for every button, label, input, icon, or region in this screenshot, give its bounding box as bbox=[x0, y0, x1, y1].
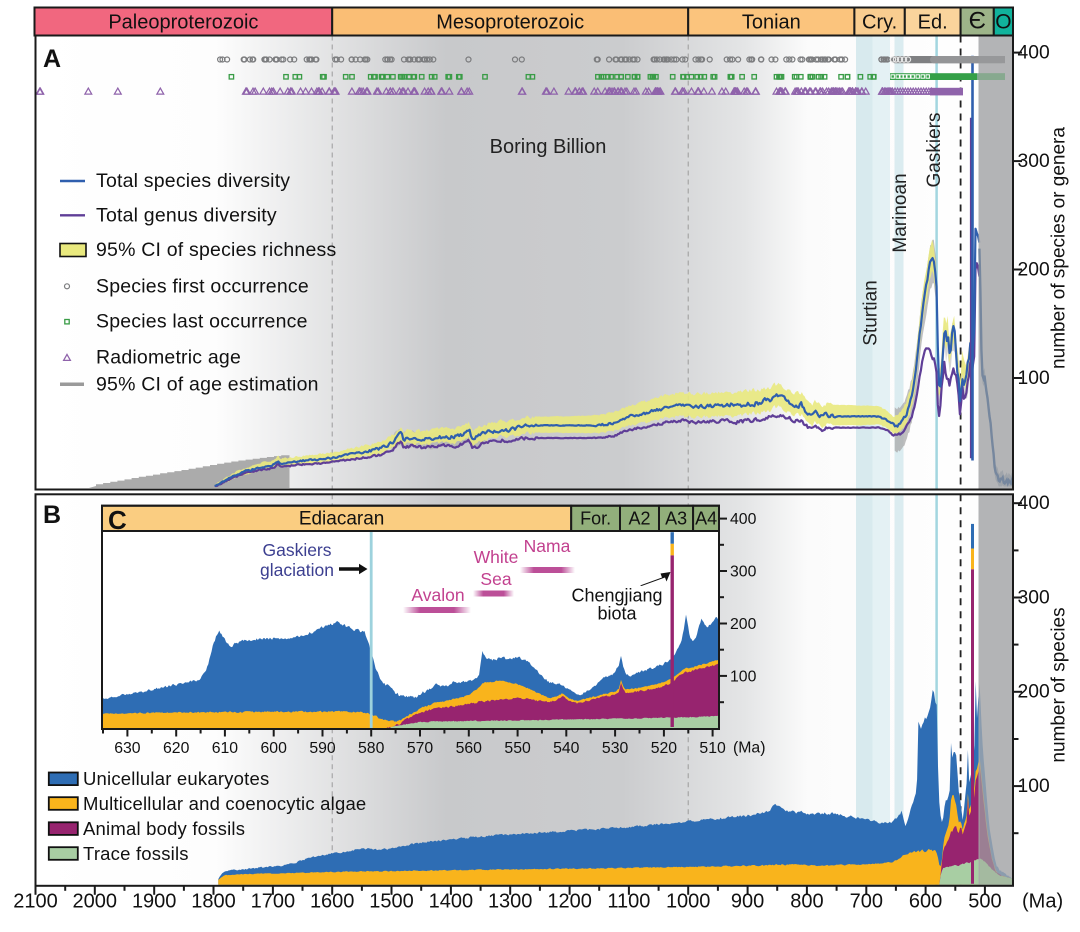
svg-text:1500: 1500 bbox=[369, 891, 414, 913]
svg-text:1400: 1400 bbox=[429, 891, 474, 913]
svg-text:500: 500 bbox=[968, 891, 1001, 913]
svg-text:number of species: number of species bbox=[1049, 607, 1070, 762]
svg-text:400: 400 bbox=[1018, 42, 1050, 63]
svg-text:1600: 1600 bbox=[310, 891, 355, 913]
svg-text:glaciation: glaciation bbox=[260, 560, 334, 580]
svg-text:100: 100 bbox=[730, 668, 757, 685]
svg-text:Chengjiang: Chengjiang bbox=[571, 586, 662, 606]
svg-text:Nama: Nama bbox=[524, 536, 571, 556]
svg-text:Marinoan: Marinoan bbox=[890, 173, 911, 252]
svg-text:Tonian: Tonian bbox=[742, 12, 801, 34]
svg-text:300: 300 bbox=[1018, 151, 1050, 172]
svg-text:2000: 2000 bbox=[73, 891, 118, 913]
svg-text:1900: 1900 bbox=[132, 891, 177, 913]
svg-text:100: 100 bbox=[1018, 368, 1050, 389]
svg-text:1000: 1000 bbox=[666, 891, 711, 913]
svg-text:590: 590 bbox=[309, 740, 336, 757]
svg-text:Paleoproterozoic: Paleoproterozoic bbox=[108, 12, 258, 34]
svg-text:600: 600 bbox=[909, 891, 942, 913]
svg-text:number of species or genera: number of species or genera bbox=[1049, 127, 1070, 369]
svg-text:400: 400 bbox=[1018, 493, 1050, 514]
svg-text:White: White bbox=[474, 547, 519, 567]
svg-text:O: O bbox=[995, 11, 1011, 34]
svg-text:Sturtian: Sturtian bbox=[861, 280, 882, 345]
svg-text:580: 580 bbox=[358, 740, 385, 757]
svg-text:Radiometric age: Radiometric age bbox=[96, 346, 241, 368]
svg-text:Sea: Sea bbox=[480, 569, 511, 589]
svg-text:200: 200 bbox=[730, 616, 757, 633]
svg-text:700: 700 bbox=[850, 891, 883, 913]
svg-text:1800: 1800 bbox=[191, 891, 236, 913]
svg-text:200: 200 bbox=[1018, 259, 1050, 280]
svg-text:A: A bbox=[43, 45, 61, 73]
svg-text:570: 570 bbox=[407, 740, 434, 757]
svg-text:Species last occurrence: Species last occurrence bbox=[96, 311, 308, 333]
svg-text:C: C bbox=[108, 505, 127, 535]
svg-text:Unicellular eukaryotes: Unicellular eukaryotes bbox=[83, 768, 269, 789]
svg-text:Total genus diversity: Total genus diversity bbox=[96, 204, 277, 226]
svg-text:Multicellular and coenocytic a: Multicellular and coenocytic algae bbox=[83, 793, 366, 814]
svg-text:A2: A2 bbox=[628, 509, 650, 529]
svg-text:Cry.: Cry. bbox=[862, 12, 897, 34]
svg-text:1700: 1700 bbox=[251, 891, 296, 913]
svg-text:Total species diversity: Total species diversity bbox=[96, 170, 290, 192]
svg-text:600: 600 bbox=[261, 740, 288, 757]
svg-text:2100: 2100 bbox=[13, 891, 58, 913]
svg-text:For.: For. bbox=[580, 509, 611, 529]
svg-text:620: 620 bbox=[163, 740, 190, 757]
svg-text:(Ma): (Ma) bbox=[733, 740, 765, 757]
svg-text:900: 900 bbox=[731, 891, 764, 913]
svg-text:200: 200 bbox=[1018, 682, 1050, 703]
svg-text:Ediacaran: Ediacaran bbox=[299, 509, 385, 530]
svg-text:560: 560 bbox=[456, 740, 483, 757]
svg-text:510: 510 bbox=[699, 740, 726, 757]
svg-text:520: 520 bbox=[651, 740, 678, 757]
svg-text:B: B bbox=[43, 501, 61, 529]
svg-text:A4: A4 bbox=[695, 509, 717, 529]
svg-text:550: 550 bbox=[504, 740, 531, 757]
svg-text:Animal body fossils: Animal body fossils bbox=[83, 818, 245, 839]
svg-text:610: 610 bbox=[212, 740, 239, 757]
svg-text:Species first occurrence: Species first occurrence bbox=[96, 275, 309, 297]
svg-text:Avalon: Avalon bbox=[411, 585, 464, 605]
svg-text:Mesoproterozoic: Mesoproterozoic bbox=[436, 12, 584, 34]
svg-text:1100: 1100 bbox=[607, 891, 650, 913]
svg-text:Gaskiers: Gaskiers bbox=[262, 540, 331, 560]
svg-text:1300: 1300 bbox=[488, 891, 533, 913]
svg-text:630: 630 bbox=[114, 740, 141, 757]
svg-text:100: 100 bbox=[1018, 776, 1050, 797]
svg-text:1200: 1200 bbox=[547, 891, 592, 913]
svg-text:400: 400 bbox=[730, 511, 757, 528]
svg-text:95% CI of age estimation: 95% CI of age estimation bbox=[96, 373, 319, 395]
svg-text:Ed.: Ed. bbox=[918, 12, 948, 34]
svg-text:A3: A3 bbox=[665, 509, 687, 529]
svg-text:Gaskiers: Gaskiers bbox=[924, 113, 945, 188]
svg-text:300: 300 bbox=[1018, 587, 1050, 608]
svg-text:540: 540 bbox=[553, 740, 580, 757]
svg-text:(Ma): (Ma) bbox=[1022, 891, 1063, 913]
svg-text:95% CI of species richness: 95% CI of species richness bbox=[96, 239, 336, 261]
svg-text:530: 530 bbox=[602, 740, 629, 757]
svg-text:800: 800 bbox=[790, 891, 823, 913]
svg-text:Trace fossils: Trace fossils bbox=[83, 843, 189, 864]
svg-text:Boring Billion: Boring Billion bbox=[490, 136, 607, 158]
svg-text:Є: Є bbox=[969, 8, 986, 35]
svg-text:biota: biota bbox=[597, 604, 637, 624]
svg-text:300: 300 bbox=[730, 564, 757, 581]
